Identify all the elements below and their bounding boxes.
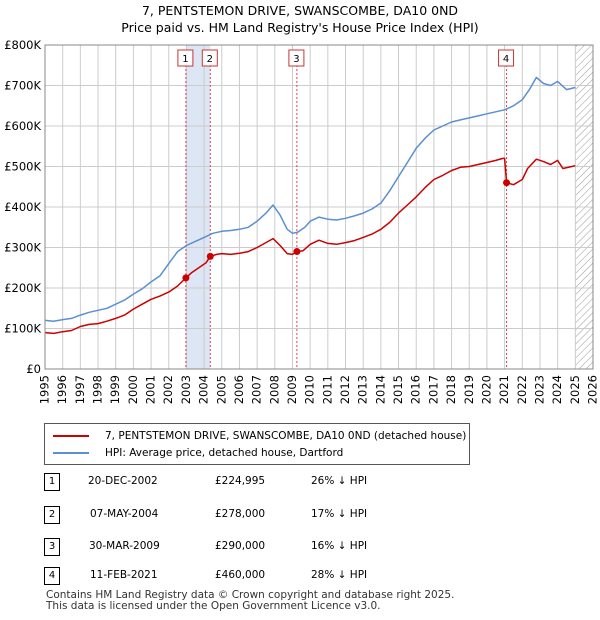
- sale-point: [503, 179, 511, 187]
- row-hpi: 17% ↓ HPI: [311, 508, 368, 520]
- row-price: £290,000: [215, 540, 266, 552]
- sale-badge-box: [498, 49, 515, 67]
- x-tick-label: 2006: [232, 375, 246, 404]
- row-date: 07-MAY-2004: [90, 508, 159, 520]
- x-tick-label: 2022: [515, 375, 529, 404]
- chart-title-line2: Price paid vs. HM Land Registry's House …: [121, 20, 479, 35]
- table-row: 2 07-MAY-2004 £278,000 17% ↓ HPI: [0, 504, 600, 526]
- x-tick-label: 2007: [250, 375, 264, 404]
- x-tick-label: 2014: [373, 375, 387, 404]
- x-tick-label: 2026: [586, 375, 600, 404]
- row-badge: 2: [44, 506, 60, 524]
- legend-price-label: 7, PENTSTEMON DRIVE, SWANSCOMBE, DA10 0N…: [105, 430, 467, 442]
- y-tick-label: £100K: [4, 322, 41, 336]
- x-tick-label: 1996: [55, 375, 69, 404]
- sale-badge-box: [177, 49, 194, 67]
- x-tick-label: 1998: [91, 375, 105, 404]
- table-row: 1 20-DEC-2002 £224,995 26% ↓ HPI: [0, 471, 600, 493]
- x-tick-label: 2016: [409, 375, 423, 404]
- row-badge: 4: [44, 567, 60, 585]
- row-date: 11-FEB-2021: [90, 569, 158, 581]
- x-tick-label: 2013: [356, 375, 370, 404]
- row-badge: 3: [44, 538, 60, 556]
- x-tick-label: 2018: [444, 375, 458, 404]
- x-tick-label: 2011: [320, 375, 334, 404]
- y-tick-label: £800K: [4, 38, 41, 52]
- y-tick-label: £600K: [4, 119, 41, 133]
- legend-item-price: 7, PENTSTEMON DRIVE, SWANSCOMBE, DA10 0N…: [53, 428, 466, 444]
- sale-point: [293, 248, 301, 256]
- x-tick-label: 2023: [532, 375, 546, 404]
- legend: 7, PENTSTEMON DRIVE, SWANSCOMBE, DA10 0N…: [44, 423, 470, 465]
- sale-point: [206, 252, 214, 260]
- plot-border: [44, 44, 594, 370]
- row-price: £460,000: [215, 569, 266, 581]
- x-tick-label: 1997: [73, 375, 87, 404]
- footer: Contains HM Land Registry data © Crown c…: [46, 590, 454, 612]
- x-tick-label: 2003: [179, 375, 193, 404]
- price-paid-line: [44, 157, 576, 335]
- footer-copyright: Contains HM Land Registry data © Crown c…: [46, 589, 455, 601]
- x-tick-label: 2000: [126, 375, 140, 404]
- row-date: 30-MAR-2009: [89, 540, 160, 552]
- y-tick-label: £400K: [4, 200, 41, 214]
- row-price: £278,000: [215, 508, 266, 520]
- x-tick-label: 2020: [479, 375, 493, 404]
- row-hpi: 28% ↓ HPI: [311, 569, 368, 581]
- y-tick-label: £700K: [4, 79, 41, 93]
- x-tick-label: 2009: [285, 375, 299, 404]
- chart-title-line1: 7, PENTSTEMON DRIVE, SWANSCOMBE, DA10 0N…: [141, 3, 459, 18]
- x-tick-label: 2025: [568, 375, 582, 404]
- sale-badge-label: 1: [182, 54, 188, 65]
- x-tick-label: 2012: [338, 375, 352, 404]
- legend-price-swatch: [53, 435, 89, 437]
- row-hpi: 26% ↓ HPI: [311, 475, 368, 487]
- price-chart: £0 £100K £200K £300K £400K £500K £600K £700K £80…: [4, 38, 600, 404]
- x-tick-label: 2024: [550, 375, 564, 404]
- x-tick-label: 2015: [391, 375, 405, 404]
- hpi-line: [44, 76, 576, 322]
- y-tick-label: £500K: [4, 160, 41, 174]
- x-tick-label: 2002: [161, 375, 175, 404]
- y-tick-label: £300K: [4, 241, 41, 255]
- row-hpi: 16% ↓ HPI: [311, 540, 368, 552]
- row-badge: 1: [44, 473, 60, 491]
- x-tick-label: 1995: [38, 375, 52, 404]
- legend-hpi-label: HPI: Average price, detached house, Dart…: [105, 447, 344, 459]
- x-tick-label: 2005: [214, 375, 228, 404]
- legend-item-hpi: HPI: Average price, detached house, Dart…: [53, 445, 343, 461]
- y-tick-label: £200K: [4, 281, 41, 295]
- x-tick-label: 2019: [462, 375, 476, 404]
- sale-badge-box: [201, 49, 218, 67]
- row-price: £224,995: [215, 475, 266, 487]
- x-tick-label: 2017: [426, 375, 440, 404]
- x-tick-label: 1999: [108, 375, 122, 404]
- sale-badge-label: 2: [207, 54, 213, 65]
- y-tick-label: £0: [26, 362, 41, 376]
- x-tick-label: 2010: [303, 375, 317, 404]
- row-date: 20-DEC-2002: [88, 475, 158, 487]
- table-row: 3 30-MAR-2009 £290,000 16% ↓ HPI: [0, 536, 600, 558]
- footer-licence: This data is licensed under the Open Gov…: [46, 600, 381, 612]
- sale-badge-label: 3: [293, 54, 299, 65]
- sale-badge-box: [288, 49, 305, 67]
- legend-hpi-swatch: [53, 452, 89, 454]
- sale-point: [182, 274, 190, 282]
- sale-badge-label: 4: [503, 54, 509, 65]
- x-tick-label: 2004: [197, 375, 211, 404]
- x-tick-label: 2008: [267, 375, 281, 404]
- x-tick-label: 2021: [497, 375, 511, 404]
- table-row: 4 11-FEB-2021 £460,000 28% ↓ HPI: [0, 565, 600, 587]
- x-tick-label: 2001: [144, 375, 158, 404]
